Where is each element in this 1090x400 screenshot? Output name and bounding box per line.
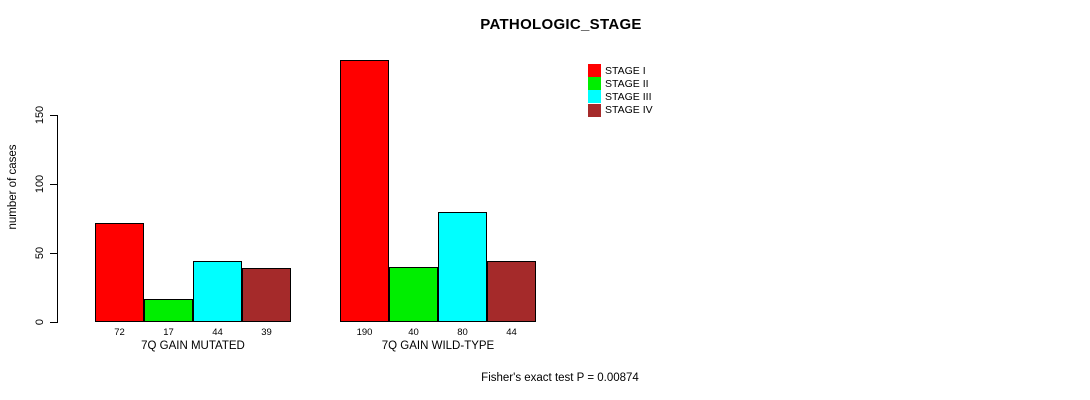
bar-value-stage-i-7q-gain-mutated: 72: [114, 327, 125, 338]
legend-label-stage-i: STAGE I: [605, 64, 646, 77]
legend-label-stage-ii: STAGE II: [605, 77, 649, 90]
annotation-text: Fisher's exact test P = 0.00874: [481, 372, 639, 384]
bar-value-stage-iv-7q-gain-wild-type: 44: [506, 327, 517, 338]
y-tick-mark-50: [50, 252, 57, 254]
y-tick-mark-150: [50, 114, 57, 116]
legend-swatch-stage-iii: [588, 90, 601, 104]
bar-value-stage-iii-7q-gain-mutated: 44: [212, 327, 223, 338]
legend-label-stage-iii: STAGE III: [605, 90, 652, 103]
bar-stage-iv-7q-gain-mutated: [242, 268, 291, 322]
bar-value-stage-ii-7q-gain-wild-type: 40: [408, 327, 419, 338]
bar-stage-ii-7q-gain-wild-type: [389, 267, 438, 322]
y-tick-label-50: 50: [34, 246, 46, 260]
bar-stage-iv-7q-gain-wild-type: [487, 261, 536, 322]
y-tick-label-0: 0: [34, 318, 46, 326]
group-label-7q-gain-wild-type: 7Q GAIN WILD-TYPE: [381, 340, 495, 352]
bar-value-stage-iii-7q-gain-wild-type: 80: [457, 327, 468, 338]
y-tick-mark-100: [50, 183, 57, 185]
group-label-7q-gain-mutated: 7Q GAIN MUTATED: [141, 340, 245, 352]
legend-swatch-stage-ii: [588, 77, 601, 91]
y-tick-label-100: 100: [34, 174, 46, 194]
y-tick-mark-0: [50, 321, 57, 323]
bar-stage-iii-7q-gain-wild-type: [438, 212, 487, 322]
y-axis-line: [57, 115, 58, 323]
bar-stage-i-7q-gain-wild-type: [340, 60, 389, 322]
y-axis-label: number of cases: [7, 144, 19, 230]
bar-value-stage-i-7q-gain-wild-type: 190: [356, 327, 373, 338]
chart-title: PATHOLOGIC_STAGE: [480, 16, 642, 33]
bar-stage-ii-7q-gain-mutated: [144, 299, 193, 322]
y-tick-label-150: 150: [34, 105, 46, 125]
bar-value-stage-iv-7q-gain-mutated: 39: [261, 327, 272, 338]
bar-stage-i-7q-gain-mutated: [95, 223, 144, 322]
bar-stage-iii-7q-gain-mutated: [193, 261, 242, 322]
legend-label-stage-iv: STAGE IV: [605, 104, 653, 117]
legend-swatch-stage-i: [588, 64, 601, 77]
legend-swatch-stage-iv: [588, 103, 601, 117]
bar-value-stage-ii-7q-gain-mutated: 17: [163, 327, 174, 338]
